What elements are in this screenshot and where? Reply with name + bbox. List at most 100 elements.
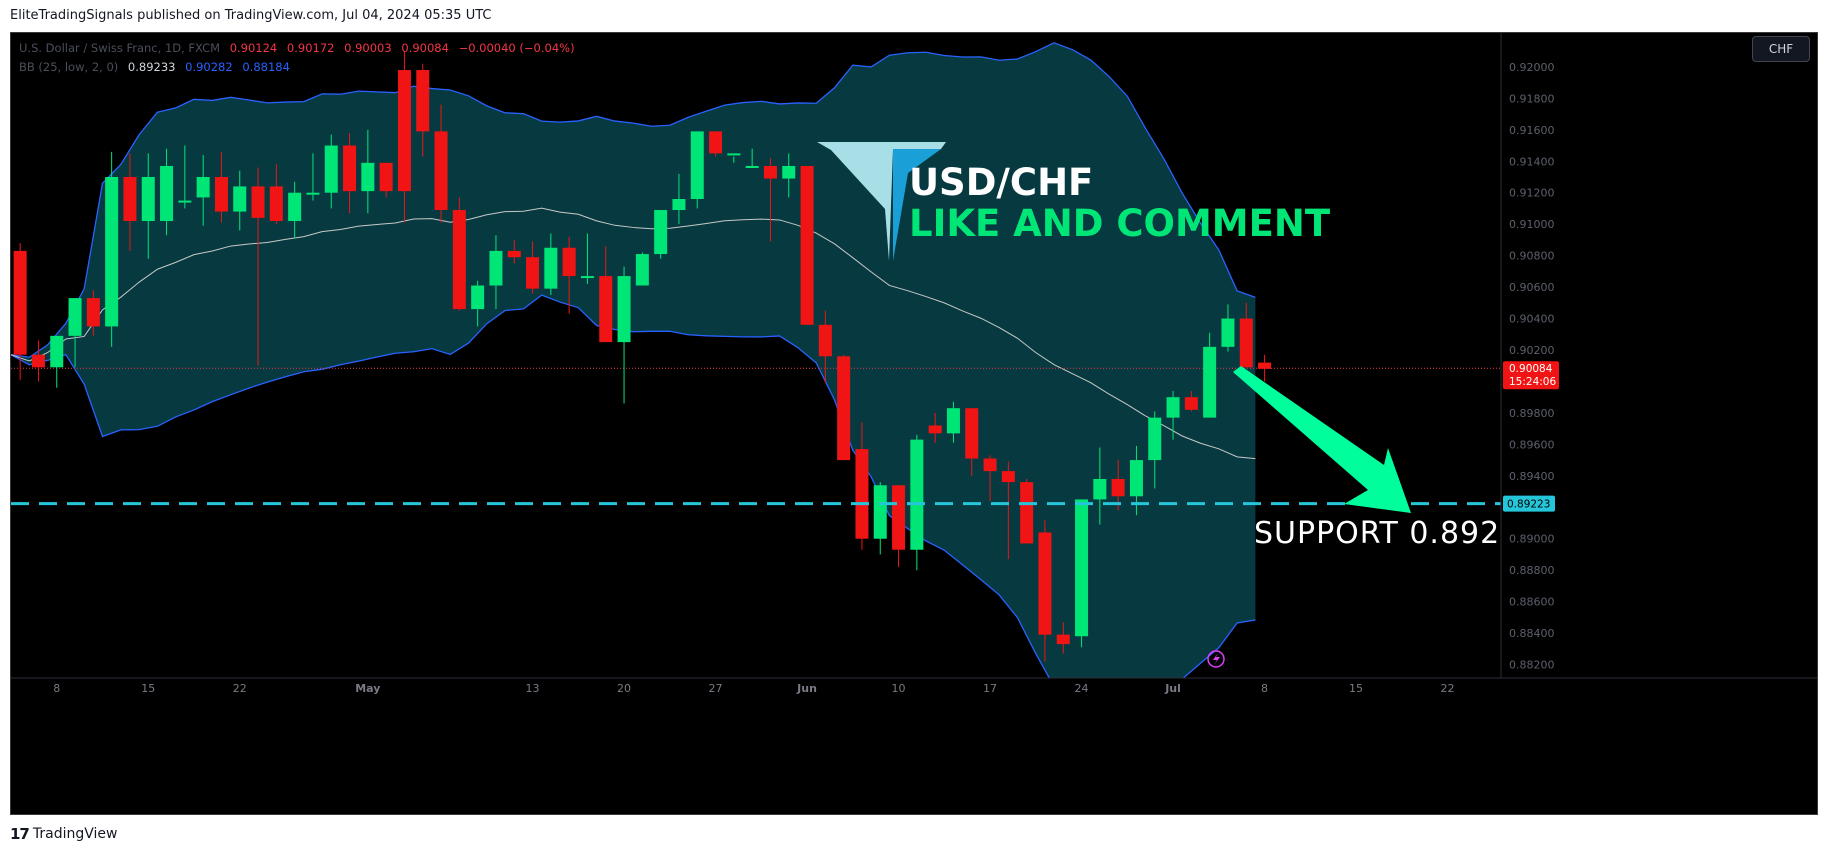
candle-body	[928, 425, 942, 434]
countdown-label: 15:24:06	[1509, 376, 1556, 388]
brand-logo-icon	[817, 142, 946, 261]
candle	[617, 266, 631, 404]
legend-bb-row: BB (25, low, 2, 0) 0.89233 0.90282 0.881…	[19, 58, 581, 77]
candle	[965, 408, 979, 476]
candle-body	[1129, 460, 1143, 497]
candle	[196, 154, 210, 226]
candle-body	[416, 70, 430, 132]
candle-body	[709, 131, 723, 154]
candle-body	[599, 276, 613, 343]
candle-body	[1075, 499, 1089, 637]
published-text: EliteTradingSignals published on Trading…	[10, 8, 492, 23]
x-tick-label: 15	[141, 682, 155, 695]
candle-body	[86, 298, 100, 327]
candle-body	[745, 165, 759, 168]
candle-body	[160, 165, 174, 222]
candle-body	[800, 165, 814, 325]
x-tick-label: 24	[1075, 682, 1089, 695]
currency-button[interactable]: CHF	[1752, 36, 1810, 62]
candle-body	[214, 176, 228, 212]
alert-icon	[1207, 650, 1225, 668]
tradingview-logo[interactable]: 17 TradingView	[10, 825, 117, 843]
candle-body	[910, 439, 924, 550]
chart-area[interactable]: USD/CHF LIKE AND COMMENT SUPPORT 0.892 0.88…	[10, 32, 1818, 815]
bollinger-upper-line	[11, 42, 1256, 358]
candle-body	[892, 485, 906, 550]
candle	[141, 153, 155, 259]
candle-body	[1038, 532, 1052, 635]
candle-body	[672, 199, 686, 211]
candle-body	[196, 176, 210, 198]
candle-body	[68, 298, 82, 336]
candle-body	[306, 192, 320, 195]
support-price-label: 0.89223	[1507, 499, 1550, 511]
candle	[1203, 332, 1217, 418]
candle	[123, 153, 137, 251]
candle-body	[855, 449, 869, 539]
candle	[1056, 622, 1070, 654]
candle	[544, 233, 558, 295]
candle-body	[763, 165, 777, 179]
candle	[269, 164, 283, 225]
candle-body	[1221, 318, 1235, 347]
y-tick-label: 0.91800	[1509, 92, 1555, 105]
candle	[672, 173, 686, 225]
legend-symbol: U.S. Dollar / Swiss Franc, 1D, FXCM	[19, 41, 221, 55]
legend-ohlc-row: U.S. Dollar / Swiss Franc, 1D, FXCM 0.90…	[19, 39, 581, 58]
candle-body	[379, 162, 393, 192]
legend-low: 0.90003	[344, 41, 392, 55]
x-tick-label: 17	[983, 682, 997, 695]
candle	[361, 129, 375, 214]
y-tick-label: 0.91600	[1509, 124, 1555, 137]
candle-body	[178, 200, 192, 203]
subtitle-text: LIKE AND COMMENT	[909, 202, 1331, 245]
candle-body	[288, 192, 302, 222]
candle-body	[1203, 346, 1217, 418]
legend-bb-label: BB (25, low, 2, 0)	[19, 60, 119, 74]
candle	[800, 165, 814, 325]
y-tick-label: 0.89400	[1509, 470, 1555, 483]
candle	[471, 280, 485, 327]
tradingview-logo-text: TradingView	[32, 826, 118, 842]
candle	[635, 252, 649, 286]
candle	[727, 153, 741, 163]
candle-body	[1148, 417, 1162, 461]
candle-body	[123, 176, 137, 222]
legend-close: 0.90084	[401, 41, 449, 55]
candle-body	[617, 276, 631, 343]
candle-body	[946, 408, 960, 434]
y-tick-label: 0.88400	[1509, 627, 1555, 640]
x-tick-label: 8	[1261, 682, 1268, 695]
candle-body	[654, 210, 668, 255]
candle-body	[13, 250, 27, 355]
candle	[526, 241, 540, 294]
candle-body	[1056, 634, 1070, 645]
candle-body	[1239, 318, 1253, 368]
candle-body	[782, 165, 796, 179]
x-tick-label: May	[355, 682, 380, 695]
candle	[745, 148, 759, 168]
candle	[1258, 354, 1272, 382]
candle	[416, 63, 430, 157]
candle	[86, 290, 100, 336]
candle	[892, 485, 906, 568]
legend-bb-upper: 0.90282	[185, 60, 233, 74]
candle	[1038, 519, 1052, 662]
candle	[1239, 302, 1253, 368]
candle	[818, 310, 832, 384]
candle	[288, 181, 302, 239]
y-tick-label: 0.92000	[1509, 61, 1555, 74]
last-price-tag	[1503, 361, 1559, 390]
candle	[1020, 478, 1034, 544]
candle-body	[361, 162, 375, 192]
candle-body	[1001, 471, 1015, 483]
candle	[562, 236, 576, 314]
candle	[397, 51, 411, 223]
candle	[1093, 447, 1107, 525]
candle	[690, 131, 704, 209]
y-tick-label: 0.89800	[1509, 407, 1555, 420]
legend-change: −0.00040 (−0.04%)	[458, 41, 575, 55]
candle-body	[837, 356, 851, 461]
candle-body	[324, 145, 338, 193]
